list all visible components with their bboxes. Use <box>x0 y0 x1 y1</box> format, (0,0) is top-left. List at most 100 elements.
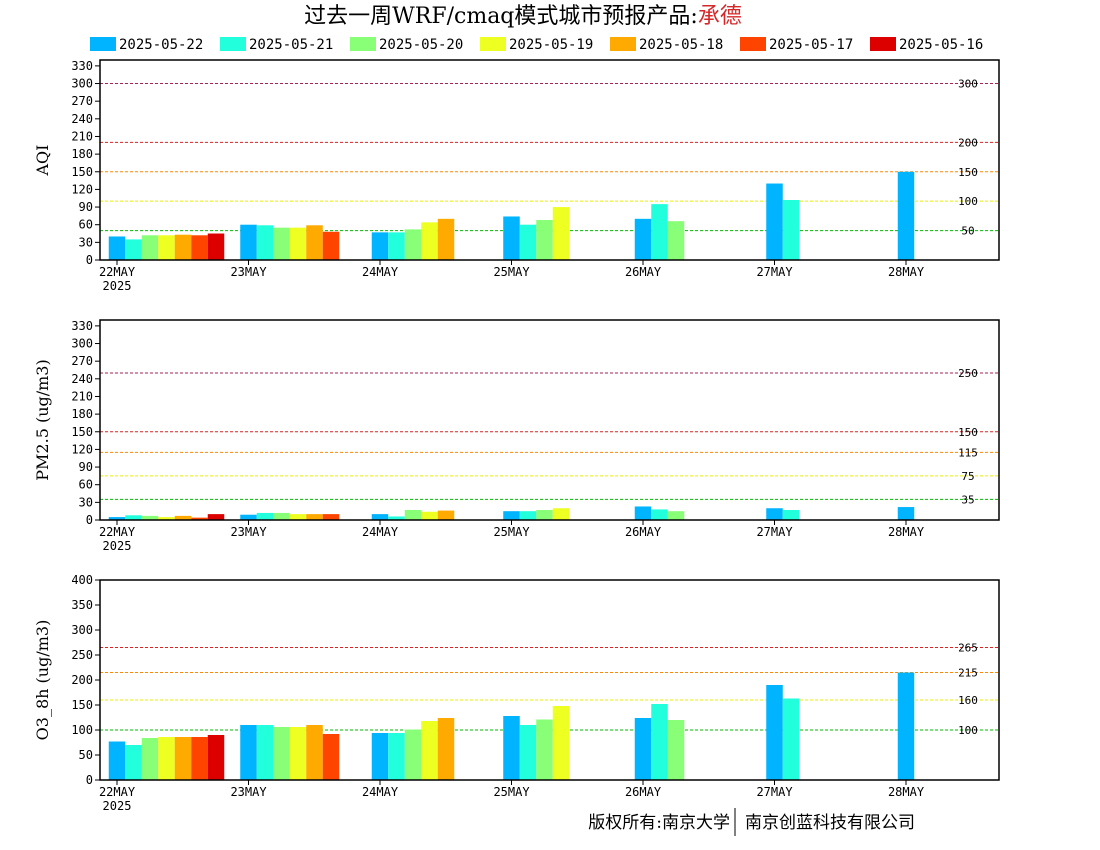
y-tick-label: 180 <box>71 407 93 421</box>
bar <box>782 510 800 520</box>
legend-swatch <box>870 37 896 51</box>
bar <box>782 698 800 780</box>
bar <box>503 511 520 520</box>
threshold-label: 75 <box>961 470 974 483</box>
bar <box>371 514 389 520</box>
legend-swatch <box>350 37 376 51</box>
bar <box>536 220 553 260</box>
bar <box>240 725 257 780</box>
y-tick-label: 120 <box>71 442 93 456</box>
y-tick-label: 250 <box>71 648 93 662</box>
y-tick-label: 300 <box>71 337 93 351</box>
bar <box>404 510 422 520</box>
bar <box>125 745 142 780</box>
legend-label: 2025-05-18 <box>639 37 723 53</box>
bar <box>306 225 323 260</box>
legend-label: 2025-05-21 <box>249 37 333 53</box>
bar <box>782 200 800 260</box>
bar <box>519 224 537 260</box>
bar <box>256 512 274 520</box>
bar <box>766 183 783 260</box>
bar <box>404 729 422 780</box>
bar <box>503 716 520 780</box>
bar <box>289 514 307 520</box>
x-tick-label: 22MAY <box>99 525 136 539</box>
x-tick-label: 22MAY <box>99 785 136 799</box>
bar <box>503 216 520 260</box>
bar <box>174 515 192 520</box>
legend-swatch <box>610 37 636 51</box>
y-tick-label: 180 <box>71 147 93 161</box>
bar <box>388 232 405 260</box>
bar <box>536 719 553 780</box>
bar <box>174 737 192 780</box>
plot-frame <box>99 59 1000 261</box>
x-tick-label: 25MAY <box>493 525 530 539</box>
bar <box>667 511 685 520</box>
threshold-label: 250 <box>958 367 978 380</box>
bar <box>634 506 652 520</box>
y-tick-label: 300 <box>71 623 93 637</box>
x-year-label: 2025 <box>103 539 132 553</box>
bar <box>141 738 159 780</box>
bar <box>519 511 537 520</box>
x-tick-label: 26MAY <box>625 525 662 539</box>
threshold-label: 265 <box>958 642 978 655</box>
legend-label: 2025-05-16 <box>899 37 983 53</box>
x-tick-label: 28MAY <box>888 525 925 539</box>
bar <box>421 721 438 780</box>
bar <box>322 514 340 520</box>
legend-label: 2025-05-20 <box>379 37 463 53</box>
plot-frame <box>99 319 1000 521</box>
bar <box>388 516 405 520</box>
y-tick-label: 60 <box>79 478 93 492</box>
x-tick-label: 23MAY <box>230 525 267 539</box>
y-tick-label: 90 <box>79 460 93 474</box>
x-tick-label: 28MAY <box>888 785 925 799</box>
y-tick-label: 90 <box>79 200 93 214</box>
bar <box>404 229 422 260</box>
footer-left: 版权所有:南京大学 <box>588 813 730 833</box>
y-tick-label: 0 <box>86 513 93 527</box>
bar <box>191 235 208 260</box>
bar <box>273 227 290 260</box>
y-tick-label: 350 <box>71 598 93 612</box>
y-tick-label: 330 <box>71 59 93 73</box>
y-tick-label: 300 <box>71 77 93 91</box>
bar <box>421 511 438 520</box>
bar <box>240 514 257 520</box>
chart-panels: 3002001501005003060901201501802102402703… <box>33 59 1000 813</box>
bar <box>667 221 685 260</box>
bar <box>158 737 175 780</box>
y-tick-label: 330 <box>71 319 93 333</box>
chart-panel: 265 215 160 100 0 50 100 150 200 250 300 350 400 22MA… <box>33 573 1000 813</box>
y-tick-label: 150 <box>71 425 93 439</box>
threshold-label: 100 <box>958 195 978 208</box>
x-tick-label: 22MAY <box>99 265 136 279</box>
y-axis-label: O3_8h (ug/m3) <box>33 620 52 741</box>
bar <box>125 239 142 260</box>
legend-swatch <box>220 37 246 51</box>
bar <box>240 224 257 260</box>
y-tick-label: 60 <box>79 218 93 232</box>
y-tick-label: 400 <box>71 573 93 587</box>
bar <box>191 737 208 780</box>
y-tick-label: 240 <box>71 372 93 386</box>
x-tick-label: 27MAY <box>756 525 793 539</box>
legend-label: 2025-05-19 <box>509 37 593 53</box>
bar <box>651 204 668 260</box>
legend-label: 2025-05-22 <box>119 37 203 53</box>
y-tick-label: 50 <box>79 748 93 762</box>
bar <box>437 510 455 520</box>
bar <box>108 517 126 520</box>
legend-swatch <box>740 37 766 51</box>
bar <box>519 725 537 780</box>
bar <box>897 171 915 260</box>
bar <box>437 218 455 260</box>
footer-right: 南京创蓝科技有限公司 <box>745 813 915 833</box>
bar <box>141 515 159 520</box>
bar <box>388 733 405 780</box>
y-tick-label: 200 <box>71 673 93 687</box>
x-year-label: 2025 <box>103 279 132 293</box>
